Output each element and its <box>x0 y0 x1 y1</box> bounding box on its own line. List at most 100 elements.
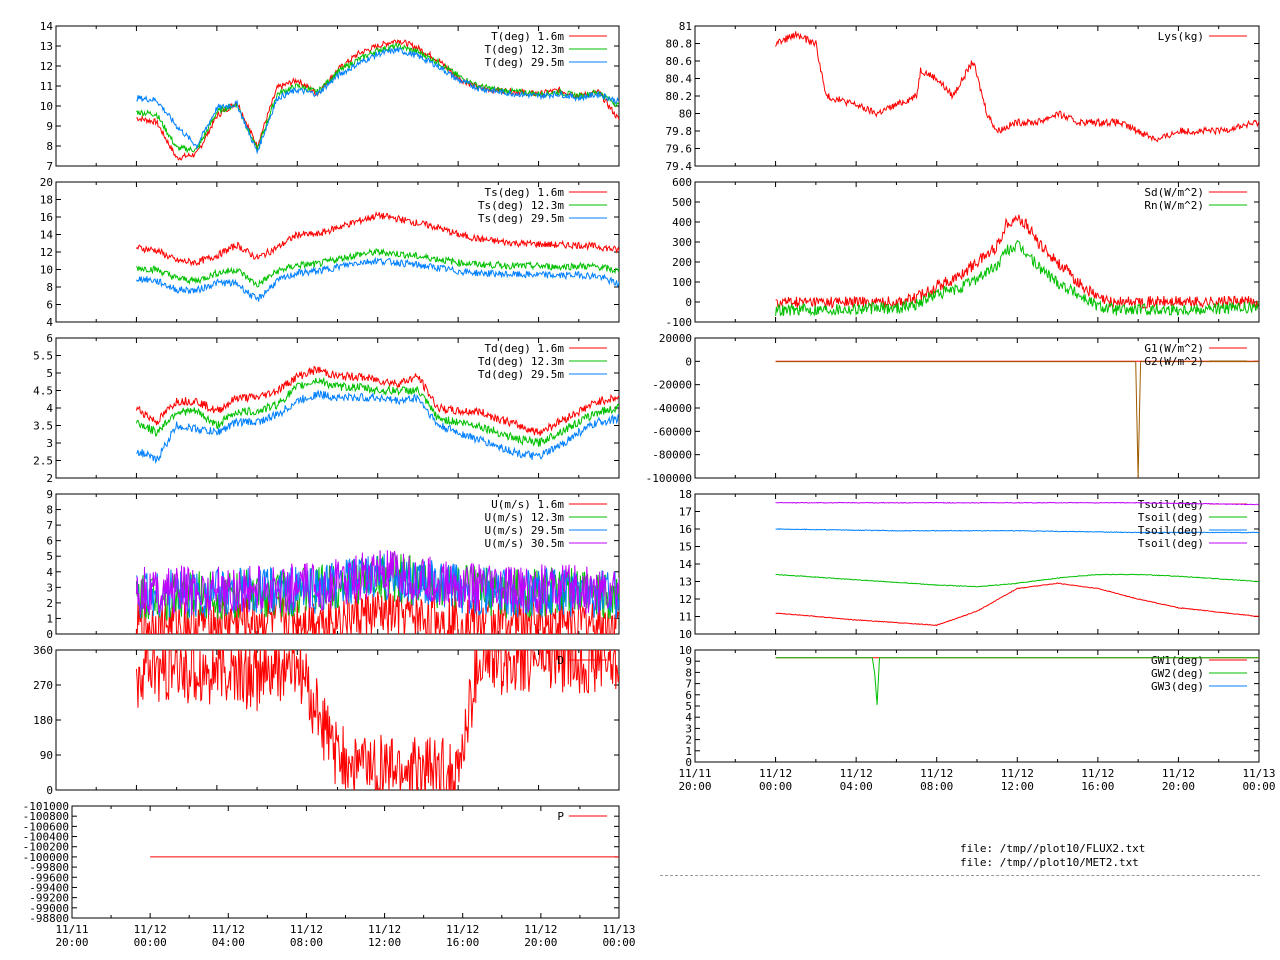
series-line-4 <box>135 550 619 616</box>
legend-label: U(m/s) 12.3m <box>485 511 565 524</box>
plot-frame <box>55 649 620 791</box>
y-tick-label: 0 <box>685 355 692 368</box>
x-tick-label-date: 11/12 <box>1162 767 1195 780</box>
y-tick-label: 13 <box>40 40 53 53</box>
y-tick-label: -100 <box>666 316 693 329</box>
y-tick-label: 10 <box>40 100 53 113</box>
y-tick-label: 80.6 <box>666 55 693 68</box>
x-tick-label-time: 00:00 <box>134 936 167 949</box>
legend-label: GW2(deg) <box>1151 667 1204 680</box>
y-tick-label: -100000 <box>646 472 692 485</box>
series-line-3 <box>135 256 619 302</box>
legend-label: Td(deg) 1.6m <box>485 342 565 355</box>
y-tick-label: 6 <box>685 689 692 702</box>
legend-label: Tsoil(deg) <box>1138 498 1204 511</box>
y-tick-label: 7 <box>46 160 53 173</box>
legend-label: T(deg) 1.6m <box>491 30 564 43</box>
legend-label: T(deg) 12.3m <box>485 43 565 56</box>
y-tick-label: 5 <box>685 700 692 713</box>
series-line-2 <box>136 42 619 154</box>
y-tick-label: 10 <box>40 264 53 277</box>
y-tick-label: 270 <box>33 679 53 692</box>
y-tick-label: 3 <box>46 581 53 594</box>
y-tick-label: 4 <box>46 402 53 415</box>
x-tick-label-date: 11/13 <box>602 923 635 936</box>
y-tick-label: 11 <box>40 80 53 93</box>
legend-label: G1(W/m^2) <box>1144 342 1204 355</box>
legend-label: Tsoil(deg) <box>1138 537 1204 550</box>
file-label-flux: file: /tmp//plot10/FLUX2.txt <box>960 842 1146 855</box>
y-tick-label: 7 <box>46 519 53 532</box>
x-tick-label-time: 20:00 <box>524 936 557 949</box>
y-tick-label: 300 <box>672 236 692 249</box>
legend-label: D <box>557 654 564 667</box>
y-tick-label: 200 <box>672 256 692 269</box>
chart-panel-6: -101000-100800-100600-100400-100200-1000… <box>23 800 636 949</box>
y-tick-label: -60000 <box>652 425 692 438</box>
y-tick-label: 3 <box>46 437 53 450</box>
series-line-3 <box>136 46 619 155</box>
x-tick-label-time: 12:00 <box>368 936 401 949</box>
y-tick-label: 14 <box>40 20 54 33</box>
y-tick-label: 16 <box>679 523 692 536</box>
series-line-1 <box>775 31 1259 143</box>
y-tick-label: 16 <box>40 211 53 224</box>
legend-label: P <box>557 810 564 823</box>
y-tick-label: -98800 <box>29 912 69 925</box>
y-tick-label: 10 <box>679 644 692 657</box>
y-tick-label: 100 <box>672 276 692 289</box>
x-tick-label-time: 20:00 <box>678 780 711 793</box>
legend-label: Rn(W/m^2) <box>1144 199 1204 212</box>
y-tick-label: 4.5 <box>33 385 53 398</box>
x-tick-label-date: 11/12 <box>920 767 953 780</box>
x-tick-label-time: 20:00 <box>55 936 88 949</box>
series-line-1 <box>135 211 619 267</box>
y-tick-label: 90 <box>40 749 53 762</box>
y-tick-label: 2 <box>46 472 53 485</box>
y-tick-label: 5 <box>46 367 53 380</box>
legend-label: U(m/s) 30.5m <box>485 537 565 550</box>
x-tick-label-time: 16:00 <box>1081 780 1114 793</box>
y-tick-label: 12 <box>40 60 53 73</box>
plot-frame <box>71 805 620 919</box>
y-tick-label: 1 <box>685 745 692 758</box>
y-tick-label: -100000 <box>23 851 69 864</box>
legend-label: Ts(deg) 1.6m <box>485 186 565 199</box>
y-tick-label: 8 <box>46 140 53 153</box>
legend-label: G2(W/m^2) <box>1144 355 1204 368</box>
x-tick-label-date: 11/12 <box>524 923 557 936</box>
x-tick-label-time: 00:00 <box>759 780 792 793</box>
x-tick-label-time: 04:00 <box>212 936 245 949</box>
y-tick-label: 7 <box>685 678 692 691</box>
y-tick-label: 4 <box>685 711 692 724</box>
y-tick-label: 9 <box>46 120 53 133</box>
x-tick-label-date: 11/12 <box>446 923 479 936</box>
series-line-1 <box>775 582 1259 627</box>
y-tick-label: 80.4 <box>666 73 693 86</box>
series-line-2 <box>135 376 619 447</box>
y-tick-label: 4 <box>46 566 53 579</box>
series-line-2 <box>775 573 1259 588</box>
y-tick-label: 400 <box>672 216 692 229</box>
y-tick-label: 14 <box>679 558 693 571</box>
chart-panel-5: 0 90 180 270 360 D <box>33 644 620 797</box>
x-tick-label-time: 20:00 <box>1162 780 1195 793</box>
legend-label: Tsoil(deg) <box>1138 511 1204 524</box>
x-tick-label-date: 11/12 <box>368 923 401 936</box>
y-tick-label: 3 <box>685 722 692 735</box>
y-tick-label: 0 <box>685 756 692 769</box>
series-line-3 <box>135 553 619 619</box>
y-tick-label: 79.4 <box>666 160 693 173</box>
y-tick-label: 14 <box>40 229 54 242</box>
x-tick-label-date: 11/11 <box>55 923 88 936</box>
y-tick-label: -20000 <box>652 379 692 392</box>
x-tick-label-time: 16:00 <box>446 936 479 949</box>
x-tick-label-date: 11/12 <box>1001 767 1034 780</box>
y-tick-label: -99000 <box>29 902 69 915</box>
chart-panel-7: 79.4 79.6 79.8 80 80.2 80.4 80.6 80.8 81 Lys(kg) <box>666 20 1260 173</box>
series-line-2 <box>775 657 1259 705</box>
y-tick-label: 6 <box>46 299 53 312</box>
legend-label: Ts(deg) 12.3m <box>478 199 564 212</box>
